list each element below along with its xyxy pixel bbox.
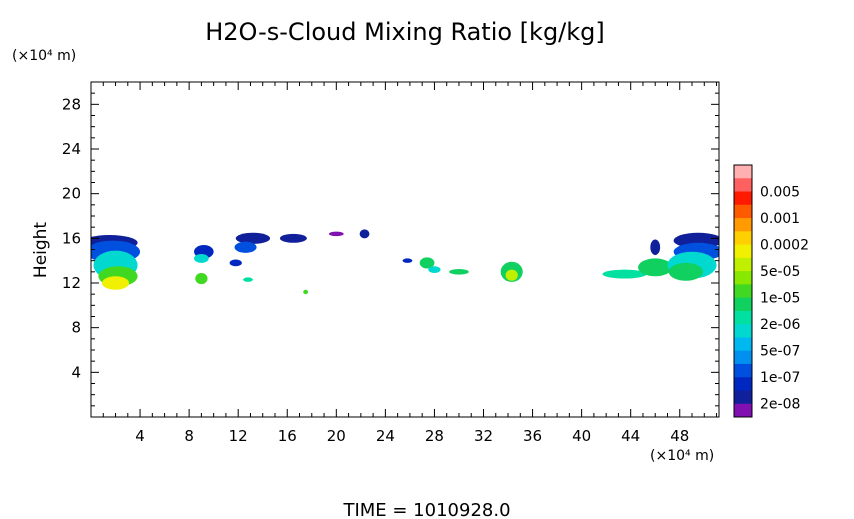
cloud-blob [279,233,307,243]
cloud-blob [235,232,271,244]
colorbar-label: 0.001 [760,211,800,227]
cloud-blob [194,253,209,263]
cloud-blob [638,258,673,277]
x-tick-label: 12 [229,427,248,445]
cloud-blob [402,258,413,263]
x-tick-label: 44 [621,427,640,445]
y-tick-label: 16 [62,229,81,247]
colorbar-swatch [734,310,752,325]
cloud-blob [229,259,242,267]
colorbar-swatch [734,165,752,179]
y-tick-label: 8 [71,319,81,337]
x-tick-label: 28 [425,427,444,445]
colorbar-swatch [734,324,752,338]
x-tick-label: 4 [135,427,145,445]
cloud-blob [303,289,309,295]
colorbar-swatch [734,297,752,312]
cloud-blob [505,269,518,281]
cloud-field [91,229,719,295]
y-tick-label: 4 [71,363,81,381]
colorbar-label: 1e-07 [760,370,800,386]
time-footer: TIME = 1010928.0 [342,500,510,519]
colorbar-swatch [734,403,752,418]
y-tick-label: 20 [62,185,81,203]
chart-title: H2O-s-Cloud Mixing Ratio [kg/kg] [205,18,605,46]
colorbar: 0.005 0.001 0.0002 5e-05 1e-05 2e-06 5e-07 1e-0… [733,164,809,418]
colorbar-label: 0.0002 [760,238,809,254]
cloud-blob [243,277,253,282]
colorbar-swatch [734,284,752,299]
colorbar-swatch [734,390,752,405]
colorbar-label: 1e-05 [760,291,800,307]
axis-ticks [91,82,719,417]
colorbar-swatch [734,337,752,352]
colorbar-label: 2e-08 [760,397,800,413]
x-tick-label: 24 [376,427,395,445]
y-axis-unit: (×10⁴ m) [12,48,76,64]
cloud-blob [328,231,344,237]
colorbar-swatch [734,231,752,246]
plot-frame [90,81,720,418]
cloud-blob [102,276,130,290]
colorbar-swatch [734,244,752,259]
x-tick-labels: 4 8 12 16 20 24 28 32 36 40 44 48 [135,427,689,445]
colorbar-swatch [734,204,752,219]
cloud-blob [359,229,370,239]
colorbar-frame [733,164,753,418]
y-axis-label: Height [31,222,51,279]
cloud-blob [602,269,647,279]
colorbar-label: 5e-07 [760,344,800,360]
x-tick-label: 8 [184,427,194,445]
colorbar-swatch [734,191,752,206]
x-tick-label: 40 [572,427,591,445]
cloud-blob [449,269,469,275]
cloud-blob [650,239,661,256]
x-tick-label: 36 [523,427,542,445]
y-tick-label: 12 [62,274,81,292]
cloud-blob [419,257,435,269]
cloud-blob [234,241,257,253]
colorbar-swatch [734,271,752,285]
colorbar-swatch [734,257,752,272]
y-tick-labels: 4 8 12 16 20 24 28 [62,95,81,381]
cloud-blob [428,266,441,273]
x-tick-label: 16 [278,427,297,445]
x-tick-label: 32 [474,427,493,445]
x-axis-unit: (×10⁴ m) [650,448,714,464]
colorbar-swatch [734,350,752,365]
colorbar-label: 5e-05 [760,264,800,280]
y-tick-label: 24 [62,140,81,158]
x-tick-label: 20 [327,427,346,445]
colorbar-swatch [734,363,752,378]
cloud-blob [195,272,208,285]
colorbar-swatch [734,218,752,232]
colorbar-swatch [734,377,752,391]
y-tick-label: 28 [62,95,81,113]
colorbar-swatch [734,178,752,193]
colorbar-label: 0.005 [760,185,800,201]
cloud-blob [668,262,704,281]
colorbar-label: 2e-06 [760,317,800,333]
x-tick-label: 48 [670,427,689,445]
